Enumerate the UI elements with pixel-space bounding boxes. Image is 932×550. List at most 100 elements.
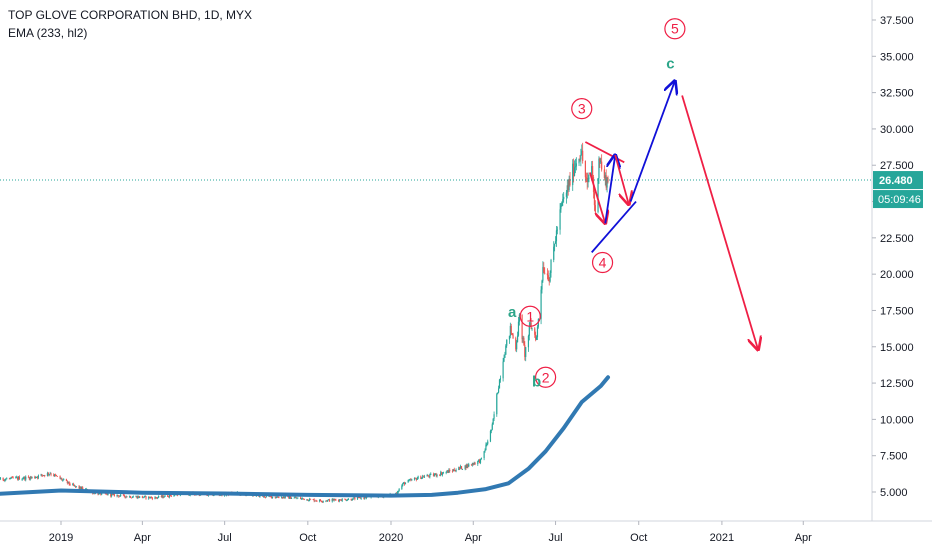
plot-area[interactable]: 1 2 3 4 5 a b c: [0, 18, 872, 504]
candle-body: [318, 499, 321, 502]
candle-body: [455, 470, 457, 472]
price-axis[interactable]: 5.000 7.500 10.000 12.500 15.000 17.500 20.000…: [871, 0, 923, 521]
wave-label: 3: [578, 101, 586, 117]
candle-body: [499, 378, 501, 380]
candle-body: [561, 201, 563, 206]
candle-body: [534, 328, 536, 335]
candle-body: [34, 476, 36, 479]
candle-body: [328, 499, 331, 502]
candle-body: [365, 497, 368, 498]
candle-body: [404, 482, 407, 485]
candle-body: [63, 479, 65, 481]
candle-body: [556, 229, 558, 231]
candle-body: [42, 475, 44, 477]
candle-body: [554, 241, 557, 244]
candle-body: [110, 493, 112, 497]
candle-body: [54, 474, 56, 477]
candle-body: [604, 175, 606, 178]
candle-body: [461, 468, 464, 470]
candle-body: [31, 476, 33, 478]
candle-body: [441, 473, 444, 475]
candle-body: [40, 474, 42, 476]
time-tick-label: Jul: [549, 532, 563, 544]
candle-body: [188, 495, 190, 496]
wave-arrow[interactable]: [614, 154, 629, 204]
candle-body: [112, 493, 115, 495]
candle-body: [429, 474, 431, 477]
price-tick-label: 20.000: [880, 269, 914, 281]
candle-body: [143, 496, 145, 498]
candle-body: [334, 499, 336, 501]
candle-body: [525, 347, 527, 357]
chart-legend: TOP GLOVE CORPORATION BHD, 1D, MYX EMA (…: [8, 6, 252, 42]
candle-body: [49, 473, 51, 475]
candle-body: [65, 479, 68, 481]
wave-annotations[interactable]: 1 2 3 4 5 a b c: [508, 18, 758, 391]
candle-body: [168, 494, 171, 497]
candle-body: [434, 473, 436, 475]
candle-body: [335, 499, 337, 501]
candle-body: [413, 477, 416, 480]
candle-body: [287, 496, 289, 498]
wave-arrow[interactable]: [681, 95, 758, 350]
candle-body: [18, 476, 21, 480]
trend-line[interactable]: [584, 141, 625, 164]
candle-body: [149, 496, 151, 499]
candle-body: [346, 500, 348, 502]
candle-body: [28, 477, 30, 480]
candle-body: [403, 482, 405, 484]
candle-body: [485, 444, 487, 451]
candle-body: [479, 459, 481, 463]
candle-body: [607, 177, 609, 182]
candle-body: [73, 485, 76, 487]
candle-body: [278, 497, 280, 499]
time-tick-label: Oct: [630, 532, 647, 544]
candle-body: [283, 497, 285, 498]
candle-body: [35, 476, 38, 478]
candle-body: [439, 475, 441, 476]
candle-body: [460, 466, 463, 470]
candle-body: [407, 480, 409, 483]
candle-body: [606, 177, 608, 188]
candle-body: [601, 161, 603, 170]
candle-body: [546, 273, 549, 276]
candle-body: [277, 496, 279, 498]
candle-body: [157, 497, 159, 499]
candle-body: [117, 494, 119, 496]
candle-body: [350, 498, 352, 501]
candle-body: [68, 481, 70, 485]
candle-body: [156, 497, 158, 499]
wave-arrow[interactable]: [629, 81, 675, 202]
candle-body: [167, 496, 170, 498]
candle-body: [36, 476, 39, 478]
candle-body: [270, 495, 272, 497]
candle-body: [398, 488, 400, 492]
candle-body: [303, 498, 305, 500]
candle-body: [427, 475, 429, 477]
candle-body: [459, 467, 461, 469]
candle-body: [449, 469, 451, 471]
candle-body: [131, 497, 134, 499]
time-axis[interactable]: 2019 Apr Jul Oct 2020 Apr Jul Oct 2021 Apr: [0, 520, 932, 544]
candle-body: [144, 496, 146, 497]
candle-body: [288, 496, 290, 499]
candle-body: [454, 470, 456, 472]
candle-body: [72, 484, 74, 485]
candle-body: [591, 166, 593, 178]
candle-body: [106, 493, 108, 496]
candle-body: [353, 497, 355, 499]
candle-body: [433, 474, 435, 476]
wave-label: a: [508, 304, 517, 321]
candle-body: [359, 497, 361, 499]
candle-body: [282, 497, 285, 499]
candle-body: [312, 499, 314, 500]
candle-body: [597, 178, 599, 212]
candle-body: [352, 497, 354, 500]
wave-arrow[interactable]: [589, 172, 605, 223]
candle-body: [118, 495, 120, 497]
trend-line[interactable]: [591, 200, 637, 253]
candle-body: [339, 499, 341, 501]
candle-body: [316, 500, 318, 502]
wave-arrow[interactable]: [604, 155, 615, 224]
